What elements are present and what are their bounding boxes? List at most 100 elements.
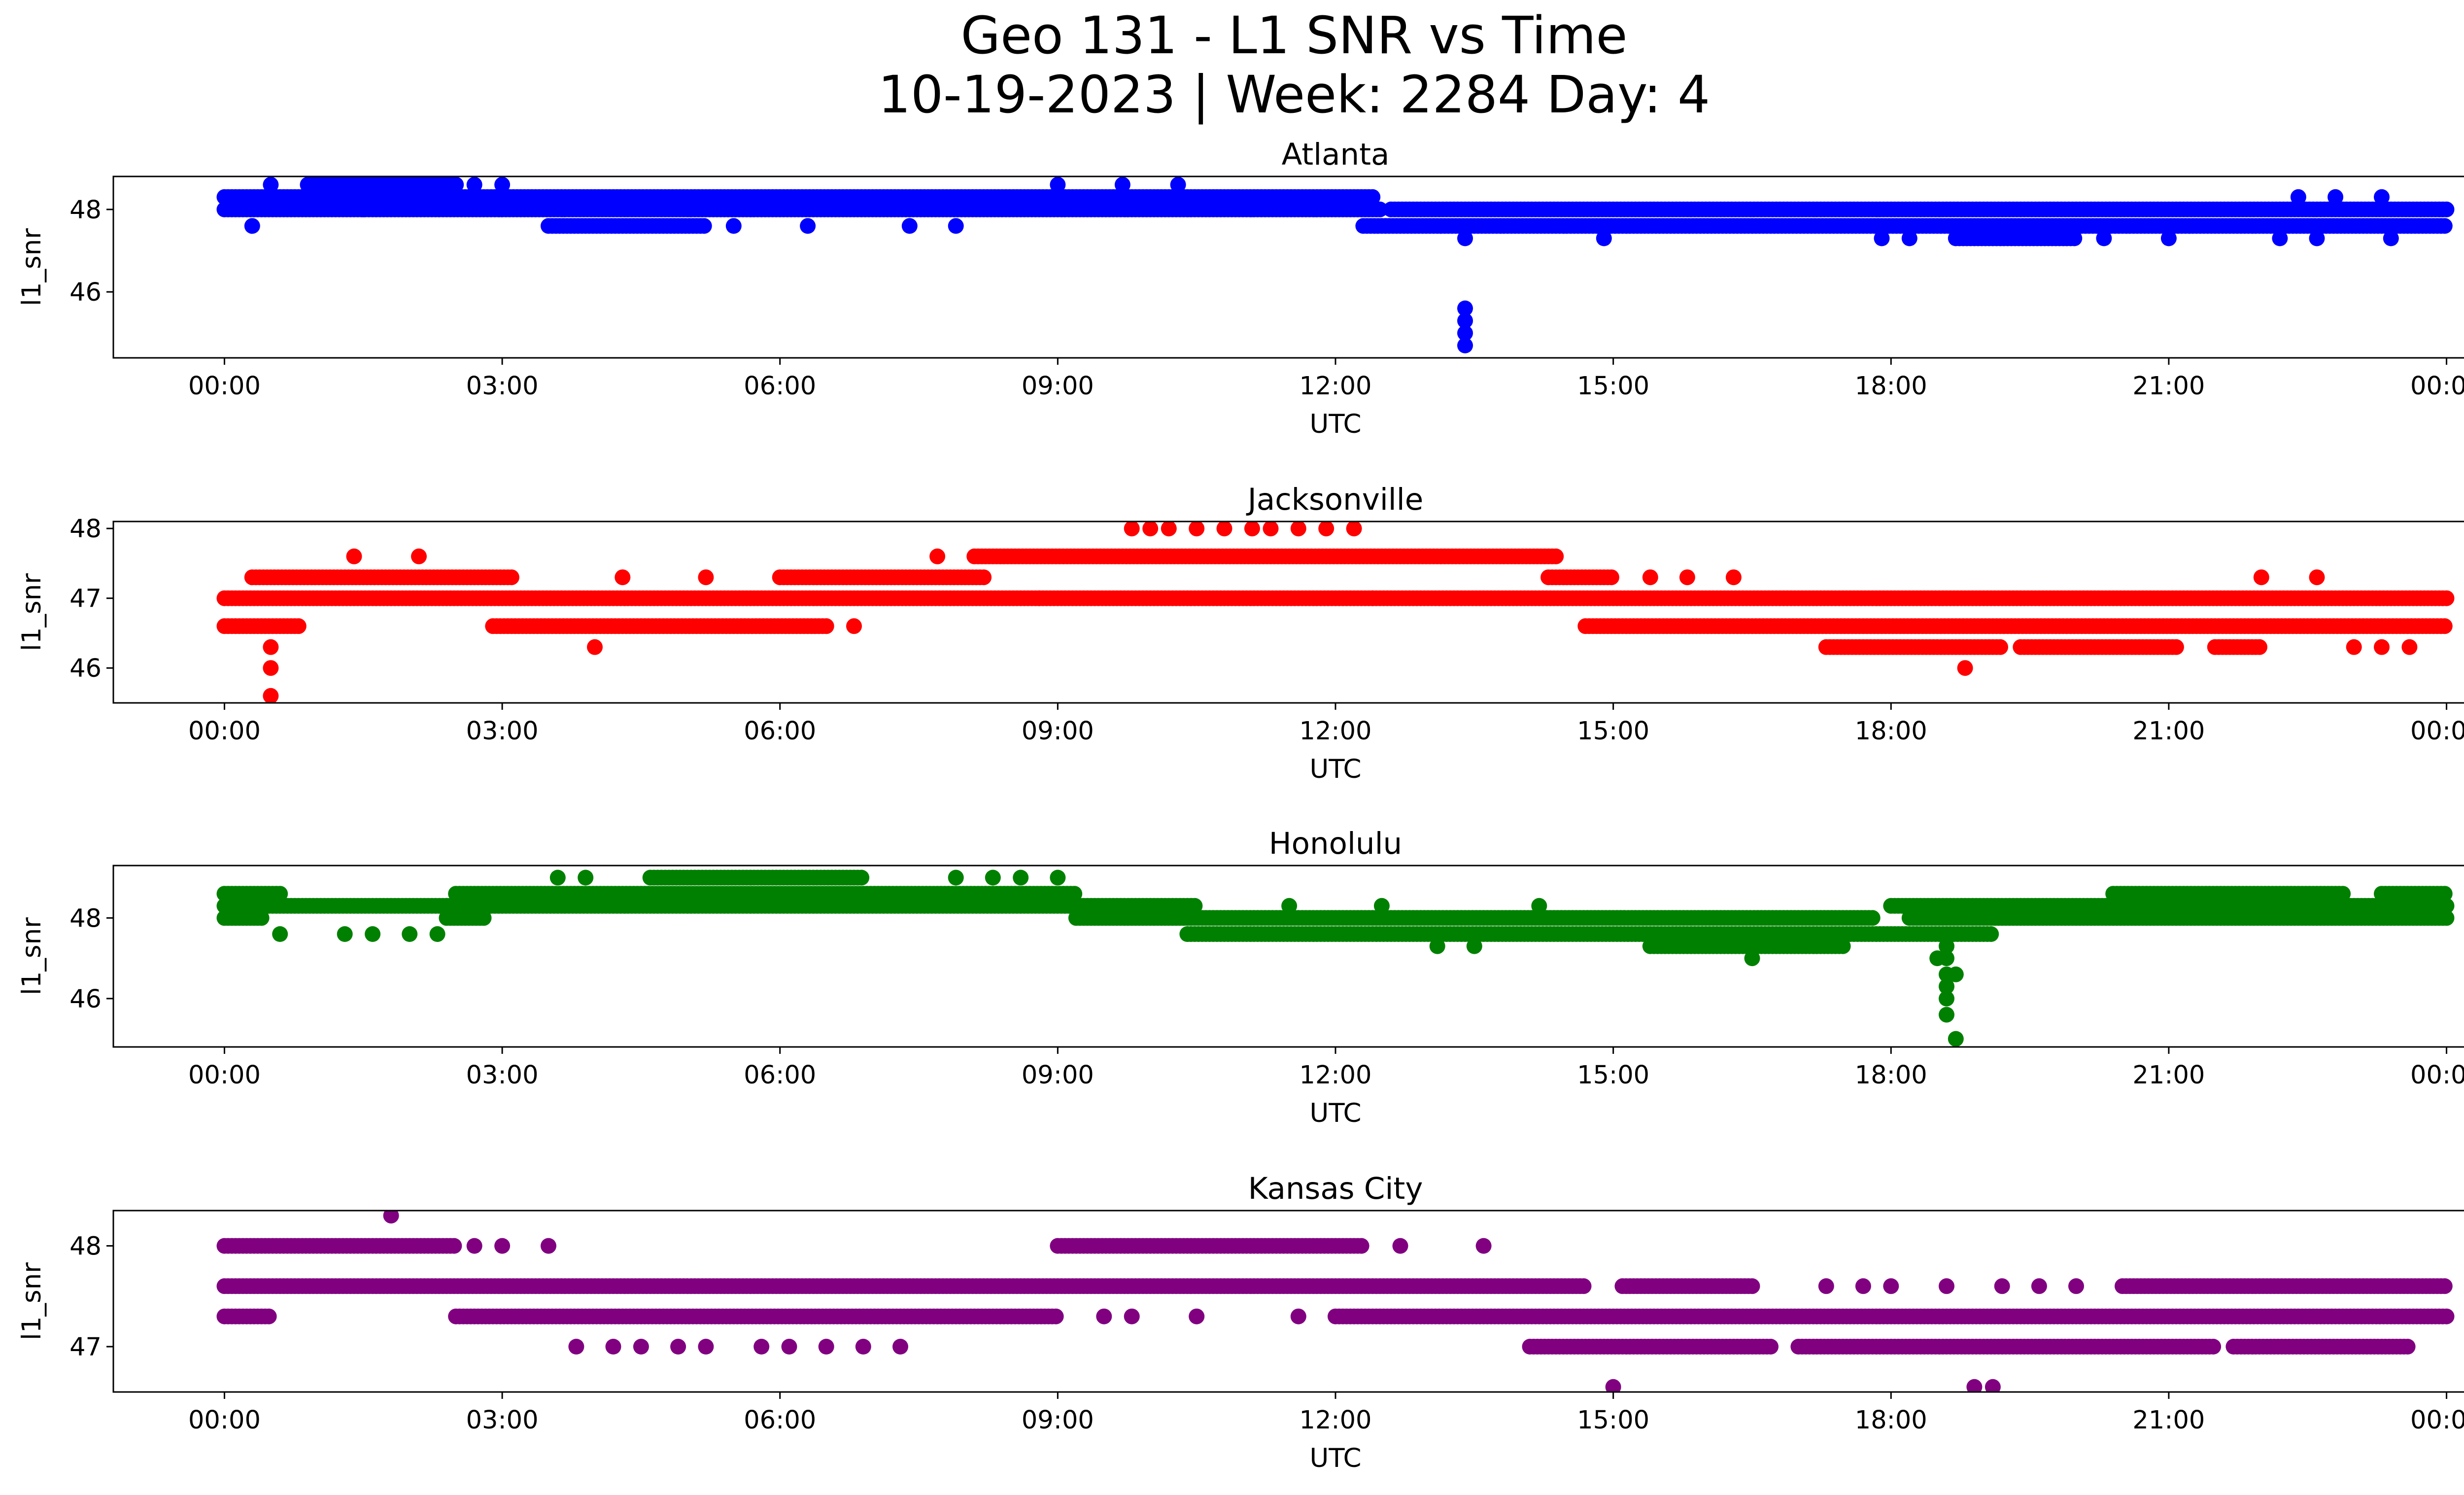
- x-axis-label: UTC: [1309, 409, 1361, 439]
- data-point: [1939, 1007, 1954, 1023]
- data-point: [1983, 926, 1999, 942]
- data-point: [1365, 590, 1381, 606]
- data-point: [2401, 639, 2418, 655]
- x-tick-label: 18:00: [1855, 1061, 1927, 1090]
- data-point: [1161, 522, 1177, 537]
- data-point: [1318, 522, 1335, 537]
- x-axis-label: UTC: [1309, 754, 1361, 784]
- data-point: [587, 639, 603, 655]
- data-point: [1124, 522, 1140, 537]
- data-point: [1835, 938, 1851, 954]
- y-tick-label: 46: [69, 985, 102, 1014]
- data-point: [2252, 639, 2267, 655]
- data-point: [698, 569, 714, 586]
- data-point: [2253, 569, 2269, 586]
- x-tick-label: 03:00: [466, 372, 539, 401]
- data-point: [1725, 569, 1742, 586]
- series-marks: [216, 1211, 2455, 1392]
- data-point: [696, 218, 712, 234]
- x-tick-label: 09:00: [1022, 717, 1094, 746]
- data-point: [2168, 639, 2184, 655]
- data-point: [1596, 230, 1612, 246]
- x-tick-label: 18:00: [1855, 372, 1927, 401]
- data-point: [725, 218, 742, 234]
- data-point: [800, 218, 816, 234]
- data-point: [1050, 869, 1066, 886]
- data-point: [1187, 898, 1203, 914]
- data-point: [854, 869, 870, 886]
- x-tick-label: 12:00: [1300, 717, 1372, 746]
- data-point: [1346, 522, 1362, 537]
- data-point: [1114, 176, 1130, 193]
- data-point: [1373, 898, 1390, 914]
- data-point: [615, 569, 631, 586]
- panel-title: Atlanta: [1282, 137, 1390, 172]
- data-point: [503, 569, 519, 586]
- data-point: [1679, 569, 1695, 586]
- data-point: [1457, 325, 1473, 341]
- data-point: [1929, 950, 1946, 967]
- x-tick-label: 12:00: [1300, 1061, 1372, 1090]
- x-tick-label: 15:00: [1577, 372, 1649, 401]
- data-point: [2436, 218, 2453, 234]
- data-point: [1263, 522, 1279, 537]
- data-point: [2309, 230, 2325, 246]
- data-point: [1142, 522, 1159, 537]
- x-tick-label: 09:00: [1022, 1061, 1094, 1090]
- data-point: [901, 218, 918, 234]
- data-point: [2438, 590, 2455, 606]
- panel-title: Kansas City: [1248, 1171, 1423, 1206]
- x-tick-label: 06:00: [744, 1061, 816, 1090]
- data-point: [1372, 201, 1388, 217]
- panel-title: Honolulu: [1269, 826, 1402, 861]
- x-tick-label: 09:00: [1022, 372, 1094, 401]
- data-point: [1548, 548, 1564, 564]
- data-point: [2436, 1278, 2453, 1294]
- data-point: [2272, 230, 2288, 246]
- y-axis-label: l1_snr: [17, 573, 47, 651]
- data-point: [818, 618, 834, 634]
- x-tick-label: 03:00: [466, 1061, 539, 1090]
- data-point: [2374, 189, 2390, 205]
- x-tick-label: 00:00: [2410, 1061, 2464, 1090]
- data-point: [1066, 886, 1083, 902]
- x-tick-label: 00:00: [188, 372, 261, 401]
- data-point: [985, 869, 1001, 886]
- data-point: [272, 886, 288, 902]
- x-tick-label: 06:00: [744, 372, 816, 401]
- data-point: [549, 869, 566, 886]
- data-point: [948, 218, 964, 234]
- panel-title: Jacksonville: [1246, 482, 1423, 517]
- data-point: [1457, 230, 1473, 246]
- data-point: [2383, 230, 2399, 246]
- x-tick-label: 18:00: [1855, 717, 1927, 746]
- data-point: [253, 910, 270, 926]
- x-tick-label: 06:00: [744, 717, 816, 746]
- data-point: [1642, 569, 1658, 586]
- data-point: [263, 688, 279, 703]
- data-point: [1050, 176, 1066, 193]
- data-point: [263, 176, 279, 193]
- y-axis-label: l1_snr: [17, 917, 47, 995]
- data-point: [2335, 886, 2351, 902]
- chart-subtitle: 10-19-2023 | Week: 2284 Day: 4: [878, 65, 1710, 125]
- data-point: [1901, 230, 1917, 246]
- data-point: [337, 926, 353, 942]
- data-point: [1939, 938, 1954, 954]
- x-axis-label: UTC: [1309, 1098, 1361, 1128]
- panels: Atlanta 00:00 03:00 06:00 09:00 12:00 15:00 18:…: [17, 137, 2464, 1473]
- x-tick-label: 00:00: [2410, 372, 2464, 401]
- data-point: [2160, 230, 2177, 246]
- data-point: [1957, 660, 1973, 676]
- data-point: [1244, 522, 1260, 537]
- data-point: [1290, 522, 1306, 537]
- data-point: [355, 201, 372, 217]
- data-point: [1457, 337, 1473, 353]
- y-tick-label: 47: [69, 585, 102, 614]
- data-point: [2327, 189, 2344, 205]
- data-point: [263, 660, 279, 676]
